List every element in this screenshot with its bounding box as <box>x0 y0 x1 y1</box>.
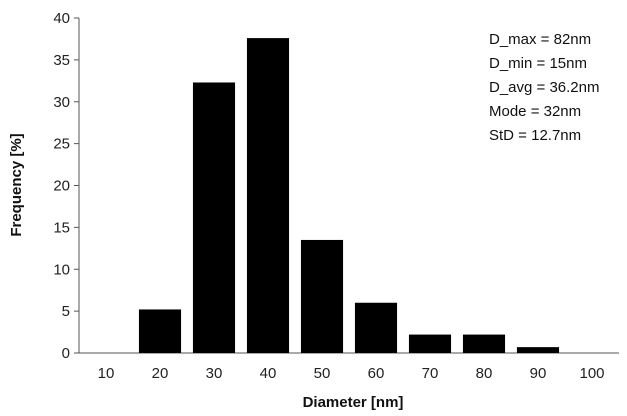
x-tick-label: 20 <box>152 365 169 382</box>
bar-30 <box>192 82 236 354</box>
y-tick-label: 10 <box>53 261 70 278</box>
x-tick-label: 70 <box>422 365 439 382</box>
y-tick-label: 5 <box>62 303 70 320</box>
x-axis-title: Diameter [nm] <box>303 394 404 411</box>
stat-d-max: D_max = 82nm <box>489 31 592 48</box>
y-tick-label: 30 <box>53 94 70 111</box>
y-tick-label: 40 <box>53 10 70 27</box>
bar-50 <box>300 239 344 353</box>
x-tick-label: 40 <box>260 365 277 382</box>
x-tick-label: 100 <box>579 365 604 382</box>
bar-70 <box>408 334 452 353</box>
statistics-annotation: D_max = 82nm D_min = 15nm D_avg = 36.2nm… <box>489 28 600 148</box>
y-tick-label: 15 <box>53 219 70 236</box>
x-tick-label: 90 <box>530 365 547 382</box>
y-tick-label: 20 <box>53 178 70 195</box>
y-tick-label: 35 <box>53 52 70 69</box>
bar-40 <box>246 38 290 353</box>
y-tick-label: 25 <box>53 136 70 153</box>
plot-area: 0 5 10 15 20 25 30 35 40 10 20 30 40 50 60 70 80 90 100 <box>53 10 619 382</box>
bar-60 <box>354 302 398 353</box>
bar-20 <box>138 309 182 353</box>
y-tick-label: 0 <box>62 345 70 362</box>
x-tick-label: 60 <box>368 365 385 382</box>
stat-std: StD = 12.7nm <box>489 127 582 144</box>
x-tick-label: 50 <box>314 365 331 382</box>
stat-mode: Mode = 32nm <box>489 103 582 120</box>
y-axis-title: Frequency [%] <box>8 133 25 236</box>
stat-d-avg: D_avg = 36.2nm <box>489 79 600 96</box>
bar-80 <box>462 334 506 353</box>
stat-d-min: D_min = 15nm <box>489 55 587 72</box>
bar-90 <box>516 347 560 353</box>
x-tick-label: 10 <box>98 365 115 382</box>
x-tick-label: 80 <box>476 365 493 382</box>
x-tick-label: 30 <box>206 365 223 382</box>
